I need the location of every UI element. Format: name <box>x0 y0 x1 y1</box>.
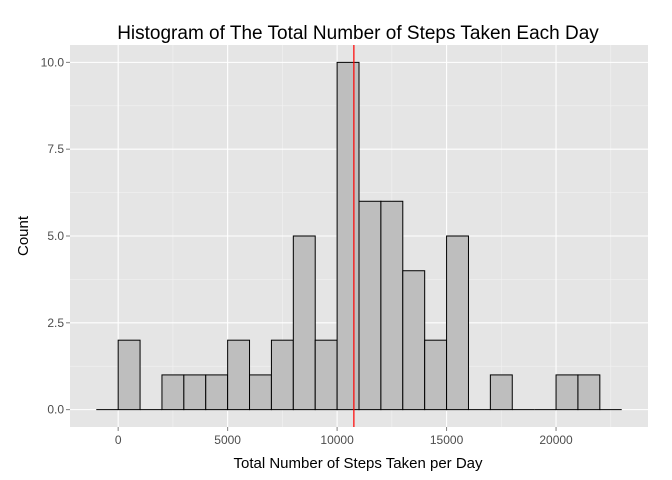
histogram-bar <box>555 374 579 411</box>
y-tick-label: 0.0 <box>47 403 64 417</box>
histogram-bar <box>446 235 469 411</box>
histogram-bar <box>314 339 338 411</box>
y-axis-label: Count <box>15 215 32 256</box>
histogram-bar <box>577 374 601 411</box>
histogram-bar <box>183 374 207 411</box>
histogram-bar <box>205 374 229 411</box>
histogram-bar <box>161 374 185 411</box>
y-tick-label: 10.0 <box>41 55 65 69</box>
histogram-bar <box>358 200 382 411</box>
histogram-bar <box>424 339 448 411</box>
histogram-bar <box>117 339 141 411</box>
x-tick-label: 15000 <box>430 433 464 447</box>
histogram-bars <box>96 61 622 411</box>
y-tick-label: 2.5 <box>47 316 64 330</box>
chart-title: Histogram of The Total Number of Steps T… <box>117 23 599 44</box>
y-axis-ticks: 0.0 2.5 5.0 7.5 10.0 <box>41 55 70 417</box>
histogram-bar <box>380 200 404 411</box>
x-axis-label: Total Number of Steps Taken per Day <box>233 455 483 472</box>
histogram-bar <box>270 339 294 411</box>
histogram-bar <box>292 235 316 411</box>
histogram-bar <box>402 270 426 411</box>
x-tick-label: 0 <box>115 433 122 447</box>
x-tick-label: 10000 <box>320 433 354 447</box>
histogram-bar <box>489 374 513 411</box>
x-axis-ticks: 0 5000 10000 15000 20000 <box>115 427 573 447</box>
histogram-bar <box>249 374 272 411</box>
histogram-bar <box>336 61 360 411</box>
x-tick-label: 20000 <box>539 433 573 447</box>
histogram-bar <box>227 339 251 411</box>
y-tick-label: 5.0 <box>47 229 64 243</box>
x-tick-label: 5000 <box>214 433 241 447</box>
y-tick-label: 7.5 <box>47 142 64 156</box>
